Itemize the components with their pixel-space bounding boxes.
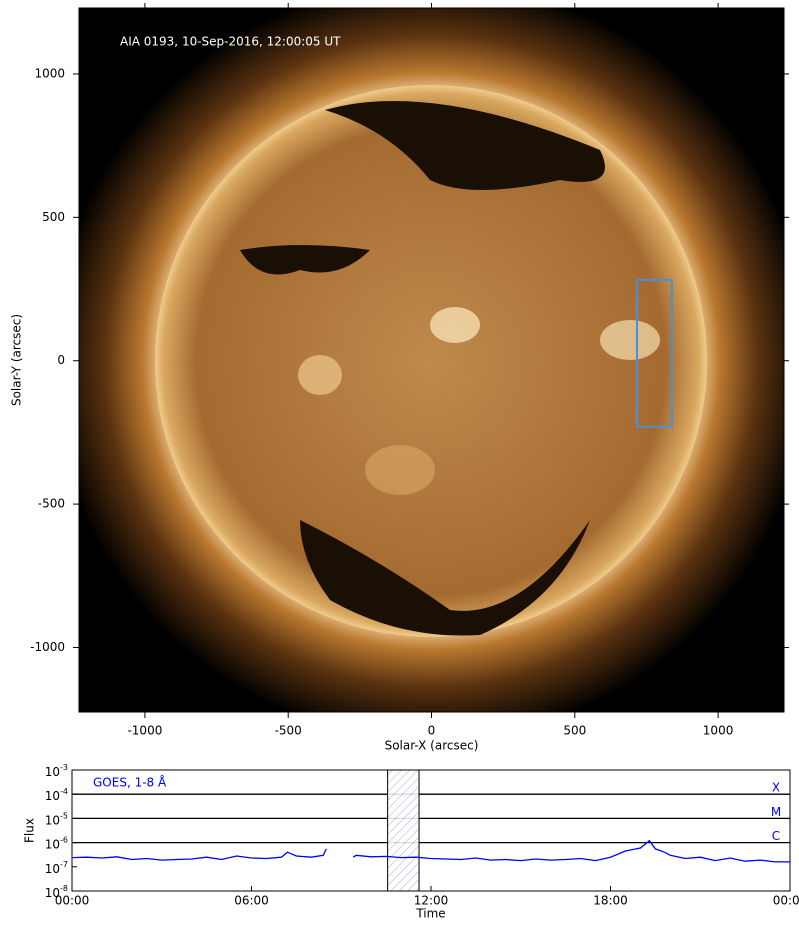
y-tick-exponent: -6 [60,835,68,844]
y-axis-label: Solar-Y (arcsec) [10,314,24,406]
y-axis-label: Flux [23,818,37,843]
x-tick-label: 00:00 [55,894,90,908]
y-tick-label: 500 [42,210,65,224]
y-tick-label: 10-5 [45,811,68,827]
x-tick-label: 500 [563,724,586,738]
y-tick-label: 10-3 [45,763,68,779]
x-tick-label: -500 [275,724,302,738]
solar-image [79,8,784,712]
level-label: C [772,829,780,843]
y-tick-label: 10-4 [45,787,68,803]
annotation: AIA 0193, 10-Sep-2016, 12:00:05 UT [120,35,341,49]
y-tick-exponent: -4 [60,787,68,796]
y-tick-label: 1000 [34,66,65,80]
y-tick-base: 10 [45,765,60,779]
y-tick-base: 10 [45,886,60,900]
level-label: M [771,805,781,819]
y-tick-exponent: -5 [60,811,68,820]
x-tick-label: 06:00 [234,894,269,908]
y-tick-label: -500 [38,497,65,511]
y-tick-label: 10-6 [45,835,68,851]
y-tick-exponent: -7 [60,859,68,868]
y-tick-label: 0 [57,353,65,367]
x-axis-label: Time [415,907,445,921]
x-axis-label: Solar-X (arcsec) [385,739,479,753]
level-label: X [772,781,780,795]
y-tick-base: 10 [45,813,60,827]
y-tick-exponent: -8 [60,884,68,893]
y-tick-exponent: -3 [60,763,68,772]
y-tick-base: 10 [45,837,60,851]
flux-line [71,839,790,863]
y-tick-label: 10-7 [45,859,68,875]
y-tick-label: -1000 [30,640,65,654]
x-tick-label: 1000 [703,724,734,738]
y-tick-base: 10 [45,789,60,803]
annotation: GOES, 1-8 Å [93,775,167,790]
y-tick-label: 10-8 [45,884,68,900]
x-tick-label: 18:00 [593,894,628,908]
x-tick-label: 0 [428,724,436,738]
x-tick-label: 12:00 [414,894,449,908]
x-tick-label: -1000 [127,724,162,738]
region-box [635,278,673,428]
highlight-span [387,769,420,892]
y-tick-base: 10 [45,861,60,875]
x-tick-label: 00:00 [773,894,799,908]
plot-frame [71,769,791,892]
